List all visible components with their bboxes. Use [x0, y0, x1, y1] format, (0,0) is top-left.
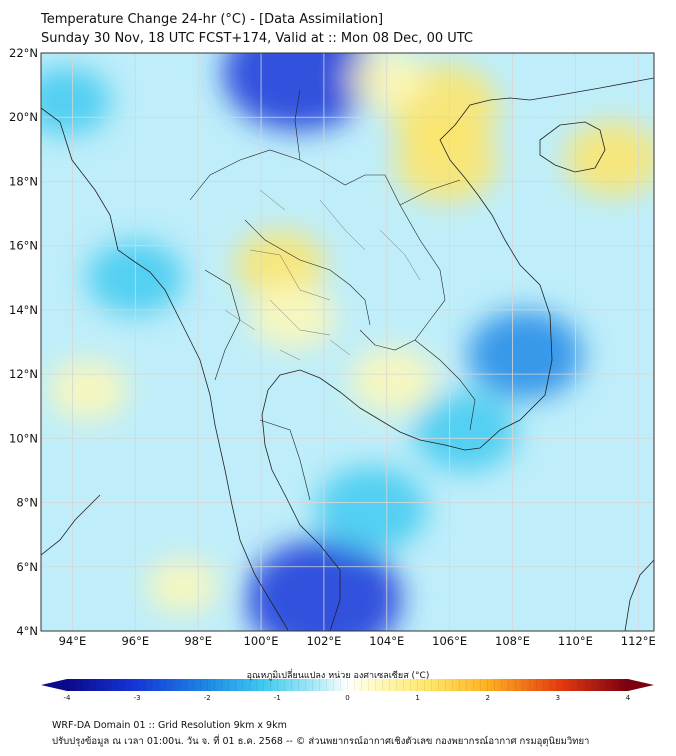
lat-tick-label: 16°N [9, 239, 38, 253]
colorbar-tick-label: -1 [274, 694, 281, 702]
lon-tick-label: 102°E [306, 634, 341, 648]
colorbar-tick-label: 1 [415, 694, 419, 702]
lon-tick-label: 106°E [432, 634, 467, 648]
colorbar-tick-label: 0 [345, 694, 349, 702]
lon-tick-label: 100°E [244, 634, 279, 648]
colorbar-tick-label: 4 [626, 694, 631, 702]
field-blob-14 [315, 465, 427, 552]
lon-tick-label: 110°E [558, 634, 593, 648]
lon-tick-label: 94°E [59, 634, 87, 648]
field-blob-8 [349, 347, 437, 414]
colorbar: -4 -3 -2 -1 0 1 2 3 4 [41, 679, 654, 702]
colorbar-tick-label: 2 [486, 694, 490, 702]
borneo-coast [624, 559, 654, 631]
lon-tick-label: 98°E [184, 634, 212, 648]
field-blob-13 [413, 391, 518, 473]
colorbar-high-arrow [628, 679, 654, 691]
lat-tick-label: 12°N [9, 367, 38, 381]
field-blob-11 [146, 558, 219, 614]
colorbar-low-arrow [41, 679, 67, 691]
field-blob-5 [564, 121, 654, 197]
field-blob-12 [467, 310, 583, 400]
lat-tick-label: 20°N [9, 110, 38, 124]
lat-tick-label: 4°N [16, 624, 38, 638]
field-blob-9 [48, 359, 128, 421]
lat-tick-label: 6°N [16, 560, 38, 574]
lat-tick-label: 18°N [9, 174, 38, 188]
sumatra-coast [41, 494, 101, 556]
colorbar-label: อุณหภูมิเปลี่ยนแปลง หน่วย องศาเซลเซียส (… [246, 671, 430, 681]
footer-domain-info: WRF-DA Domain 01 :: Grid Resolution 9km … [52, 720, 287, 731]
lon-tick-label: 104°E [369, 634, 404, 648]
map-subtitle: Sunday 30 Nov, 18 UTC FCST+174, Valid at… [41, 31, 474, 46]
lon-tick-label: 108°E [495, 634, 530, 648]
province-borders [224, 189, 421, 361]
colorbar-tick-label: 3 [556, 694, 560, 702]
lat-tick-label: 10°N [9, 431, 38, 445]
mainland-coastline [41, 77, 654, 631]
colorbar-tick-label: -4 [64, 694, 72, 702]
field-blob-4 [394, 121, 499, 203]
colorbar-tick-label: -3 [134, 694, 141, 702]
lon-tick-label: 96°E [121, 634, 149, 648]
colorbar-tick-label: -2 [204, 694, 211, 702]
map-title: Temperature Change 24-hr (°C) - [Data As… [41, 12, 384, 27]
colorbar-bar [67, 679, 628, 691]
field-blob-7 [249, 283, 336, 350]
lat-tick-label: 14°N [9, 303, 38, 317]
grid-lines [41, 53, 654, 631]
map-frame [40, 52, 655, 632]
temperature-field [41, 53, 654, 631]
coastline-borders [41, 77, 654, 631]
field-blob-16 [41, 66, 112, 136]
field-blob-6 [234, 230, 325, 300]
lat-tick-label: 22°N [9, 46, 38, 60]
footer-credit: ปรับปรุงข้อมูล ณ เวลา 01:00น. วัน จ. ที่… [52, 736, 590, 747]
lon-tick-label: 112°E [621, 634, 656, 648]
lat-tick-label: 8°N [16, 496, 38, 510]
hainan-island [539, 121, 606, 173]
